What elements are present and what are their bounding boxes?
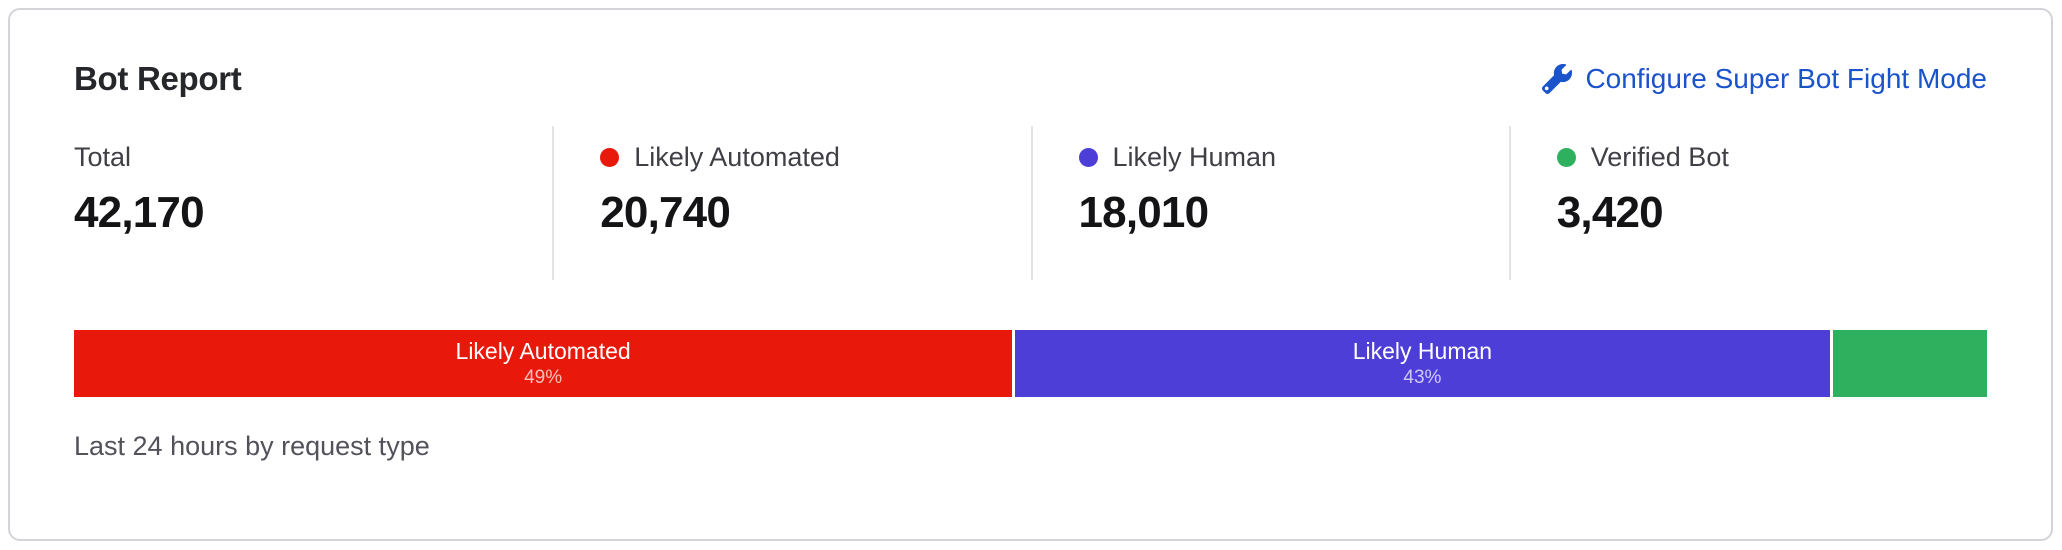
- stat-total: Total 42,170: [74, 126, 552, 280]
- stats-row: Total 42,170 Likely Automated 20,740 Lik…: [74, 126, 1987, 280]
- bar-segment-likely-human-pct: 43%: [1403, 367, 1442, 388]
- wrench-icon: [1542, 64, 1573, 94]
- stat-total-value: 42,170: [74, 188, 205, 237]
- footer-note: Last 24 hours by request type: [74, 431, 430, 461]
- likely-human-dot-icon: [1078, 148, 1098, 167]
- stat-total-label: Total: [74, 142, 132, 172]
- card-header: Bot Report Configure Super Bot Fight Mod…: [74, 60, 1987, 98]
- bar-segment-verified-bot: [1832, 330, 1987, 397]
- verified-bot-dot-icon: [1556, 148, 1576, 167]
- stat-likely-automated: Likely Automated 20,740: [552, 126, 1030, 280]
- bar-segment-likely-human: Likely Human 43%: [1015, 330, 1830, 397]
- likely-automated-dot-icon: [600, 148, 620, 167]
- configure-super-bot-fight-mode-link[interactable]: Configure Super Bot Fight Mode: [1542, 63, 1987, 95]
- stat-verified-bot: Verified Bot 3,420: [1508, 126, 1987, 280]
- page-title: Bot Report: [74, 60, 242, 97]
- configure-link-label: Configure Super Bot Fight Mode: [1585, 63, 1987, 94]
- bar-segment-likely-automated: Likely Automated 49%: [74, 330, 1013, 397]
- stat-likely-human-value: 18,010: [1078, 188, 1210, 237]
- bot-report-card: Bot Report Configure Super Bot Fight Mod…: [8, 8, 2053, 541]
- stat-verified-bot-label: Verified Bot: [1590, 142, 1729, 172]
- stat-likely-human: Likely Human 18,010: [1030, 126, 1509, 280]
- stat-verified-bot-value: 3,420: [1556, 188, 1664, 237]
- stat-likely-human-label: Likely Human: [1112, 142, 1277, 172]
- bar-segment-likely-automated-label: Likely Automated: [455, 338, 631, 365]
- stat-likely-automated-value: 20,740: [600, 188, 731, 237]
- bar-segment-likely-human-label: Likely Human: [1352, 338, 1493, 365]
- request-type-stacked-bar: Likely Automated 49% Likely Human 43%: [74, 330, 1987, 397]
- bar-segment-likely-automated-pct: 49%: [524, 367, 563, 388]
- stat-likely-automated-label: Likely Automated: [634, 142, 840, 172]
